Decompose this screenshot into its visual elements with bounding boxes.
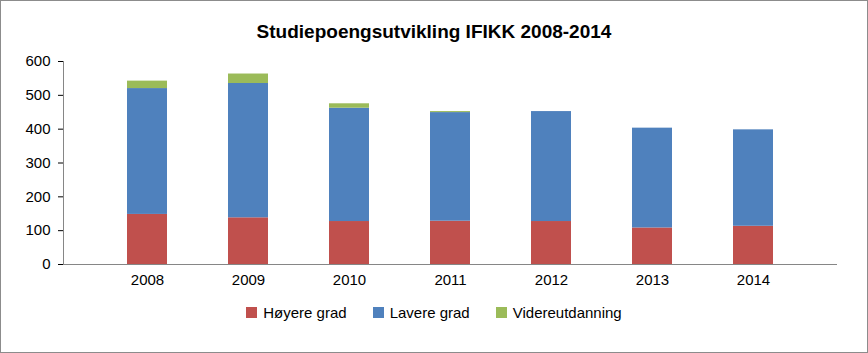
html-text:Høyere grad: Høyere grad [263, 304, 347, 321]
html-text:Lavere grad: Lavere grad [389, 304, 470, 321]
html-text:Studiepoengsutvikling IFIKK 20: Studiepoengsutvikling IFIKK 2008-2014 [256, 21, 612, 42]
svg-text:2013: 2013 [636, 271, 669, 288]
svg-text:2014: 2014 [737, 271, 770, 288]
svg-text:600: 600 [25, 52, 50, 69]
svg-text:0: 0 [42, 255, 50, 272]
svg-text:2012: 2012 [535, 271, 568, 288]
svg-text:400: 400 [25, 120, 50, 137]
svg-text:2008: 2008 [131, 271, 164, 288]
svg-text:300: 300 [25, 154, 50, 171]
html-text:Videreutdanning: Videreutdanning [512, 304, 622, 321]
svg-text:2011: 2011 [434, 271, 466, 288]
svg-text:2010: 2010 [333, 271, 366, 288]
svg-text:100: 100 [25, 221, 50, 238]
svg-text:500: 500 [25, 86, 50, 103]
svg-text:2009: 2009 [232, 271, 265, 288]
svg-text:200: 200 [25, 188, 50, 205]
